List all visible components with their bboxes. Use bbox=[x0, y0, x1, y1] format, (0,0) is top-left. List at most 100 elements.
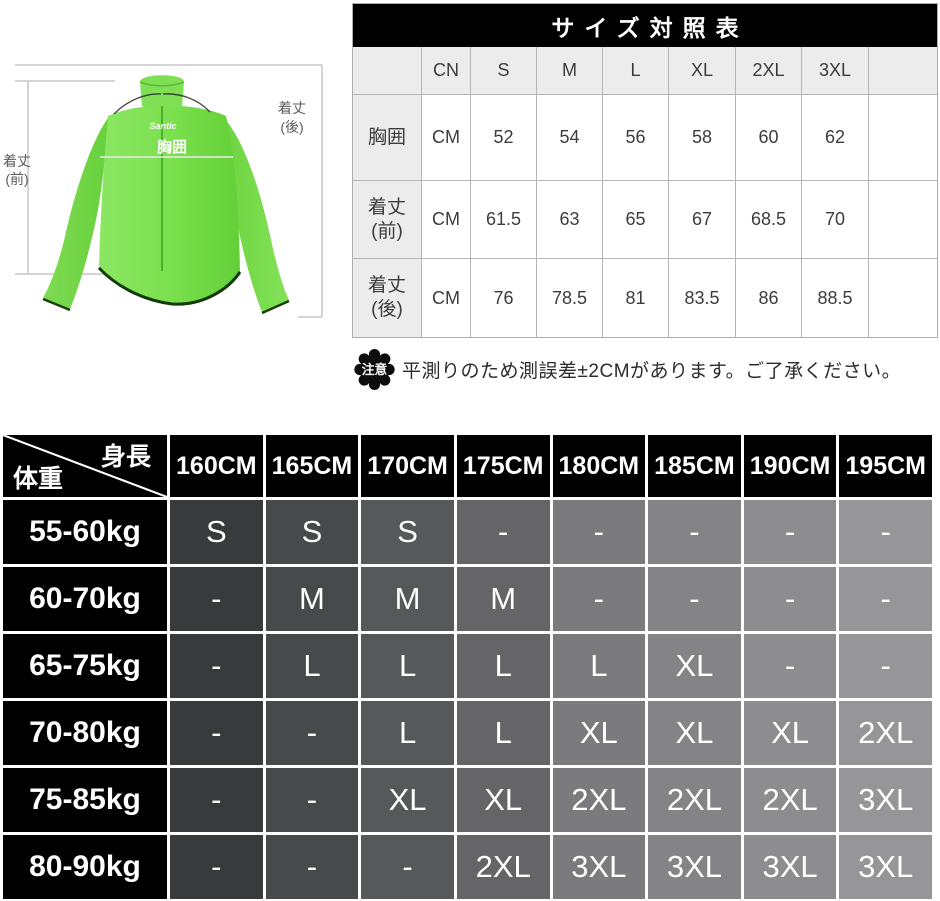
size-cell: - bbox=[361, 835, 454, 899]
value-cell: 58 bbox=[669, 95, 735, 180]
corner-cell: 身長 体重 bbox=[3, 435, 167, 497]
size-cell: S bbox=[265, 500, 359, 564]
value-cell: 76 bbox=[471, 259, 536, 337]
unit-cell: CM bbox=[422, 95, 470, 180]
value-cell: 67 bbox=[669, 181, 735, 258]
size-cell: L bbox=[456, 634, 550, 698]
value-cell: 83.5 bbox=[669, 259, 735, 337]
row-label-front-length: 着丈 (前) bbox=[353, 181, 421, 258]
height-column-165: 165CM bbox=[265, 435, 359, 497]
size-cell: S bbox=[361, 500, 454, 564]
size-cell: L bbox=[361, 701, 454, 765]
value-cell: 54 bbox=[537, 95, 602, 180]
size-cell: - bbox=[839, 500, 932, 564]
value-cell: 62 bbox=[802, 95, 868, 180]
shoulder-piping bbox=[113, 93, 211, 115]
front-length-label-line2: (前) bbox=[5, 171, 28, 187]
size-cell: L bbox=[361, 634, 454, 698]
unit-cell: CM bbox=[422, 259, 470, 337]
size-cell: 3XL bbox=[648, 835, 741, 899]
size-cell: - bbox=[170, 768, 263, 832]
value-cell: 78.5 bbox=[537, 259, 602, 337]
back-length-label-line1: 着丈 bbox=[278, 100, 306, 116]
row-label-text2: (後) bbox=[371, 299, 403, 320]
size-cell: 3XL bbox=[552, 835, 646, 899]
jacket-collar bbox=[140, 75, 184, 111]
size-cell: - bbox=[265, 768, 359, 832]
weight-label: 65-75kg bbox=[3, 634, 167, 698]
caution-badge-icon: 注意 bbox=[354, 348, 395, 390]
unit-cell: CM bbox=[422, 181, 470, 258]
header-l: L bbox=[603, 47, 668, 94]
header-cn: CN bbox=[422, 47, 470, 94]
trailing-cell bbox=[869, 95, 937, 180]
chest-label: 胸囲 bbox=[157, 138, 187, 156]
brand-logo: Santic bbox=[149, 121, 176, 131]
size-cell: 2XL bbox=[552, 768, 646, 832]
value-cell: 60 bbox=[736, 95, 801, 180]
size-cell: XL bbox=[552, 701, 646, 765]
size-cell: - bbox=[743, 634, 837, 698]
size-table-title: サイズ対照表 bbox=[353, 4, 937, 47]
size-comparison-table: サイズ対照表 CN S M L XL 2XL 3XL 胸囲 CM 52 54 5… bbox=[352, 3, 938, 338]
size-cell: 3XL bbox=[839, 835, 932, 899]
value-cell: 86 bbox=[736, 259, 801, 337]
value-cell: 63 bbox=[537, 181, 602, 258]
trailing-cell bbox=[869, 259, 937, 337]
size-cell: L bbox=[552, 634, 646, 698]
value-cell: 52 bbox=[471, 95, 536, 180]
header-s: S bbox=[471, 47, 536, 94]
hem-trim bbox=[97, 266, 242, 306]
size-cell: M bbox=[265, 567, 359, 631]
value-cell: 81 bbox=[603, 259, 668, 337]
size-cell: - bbox=[170, 567, 263, 631]
row-label-text: 胸囲 bbox=[367, 126, 406, 148]
size-cell: - bbox=[743, 567, 837, 631]
caution-badge-text: 注意 bbox=[362, 362, 388, 377]
size-cell: XL bbox=[648, 701, 741, 765]
size-cell: - bbox=[839, 567, 932, 631]
height-column-175: 175CM bbox=[456, 435, 550, 497]
size-cell: - bbox=[265, 835, 359, 899]
annotation-labels: 着丈 (前) 着丈 (後) bbox=[3, 100, 306, 187]
corner-weight-label: 体重 bbox=[13, 465, 64, 493]
size-cell: XL bbox=[743, 701, 837, 765]
value-cell: 70 bbox=[802, 181, 868, 258]
size-cell: 3XL bbox=[839, 768, 932, 832]
trailing-cell bbox=[869, 181, 937, 258]
size-cell: - bbox=[265, 701, 359, 765]
height-column-190: 190CM bbox=[743, 435, 837, 497]
weight-label: 55-60kg bbox=[3, 500, 167, 564]
jacket-right-sleeve bbox=[224, 118, 289, 312]
row-label-chest: 胸囲 bbox=[353, 95, 421, 180]
weight-label: 60-70kg bbox=[3, 567, 167, 631]
size-cell: XL bbox=[361, 768, 454, 832]
size-cell: L bbox=[265, 634, 359, 698]
size-cell: 2XL bbox=[648, 768, 741, 832]
size-cell: - bbox=[170, 634, 263, 698]
header-m: M bbox=[537, 47, 602, 94]
height-column-195: 195CM bbox=[839, 435, 932, 497]
front-length-label-line1: 着丈 bbox=[3, 153, 31, 169]
fit-table: 身長 体重 160CM 165CM 170CM 175CM 180CM 185C… bbox=[3, 435, 932, 899]
size-cell: - bbox=[170, 835, 263, 899]
header-3xl: 3XL bbox=[802, 47, 868, 94]
height-column-185: 185CM bbox=[648, 435, 741, 497]
size-cell: 2XL bbox=[743, 768, 837, 832]
jacket-diagram: Santic 胸囲 着丈 (前) 着丈 (後) bbox=[3, 64, 323, 318]
size-cell: 2XL bbox=[456, 835, 550, 899]
size-cell: - bbox=[648, 567, 741, 631]
back-length-label-line2: (後) bbox=[280, 119, 303, 135]
caution-note-text: 平測りのため測誤差±2CMがあります。ご了承ください。 bbox=[402, 360, 902, 382]
size-cell: XL bbox=[648, 634, 741, 698]
height-column-160: 160CM bbox=[170, 435, 263, 497]
height-column-180: 180CM bbox=[552, 435, 646, 497]
value-cell: 88.5 bbox=[802, 259, 868, 337]
size-cell: L bbox=[456, 701, 550, 765]
size-table-grid: CN S M L XL 2XL 3XL 胸囲 CM 52 54 56 58 60… bbox=[353, 47, 937, 337]
size-cell: M bbox=[456, 567, 550, 631]
value-cell: 61.5 bbox=[471, 181, 536, 258]
header-2xl: 2XL bbox=[736, 47, 801, 94]
size-cell: - bbox=[743, 500, 837, 564]
